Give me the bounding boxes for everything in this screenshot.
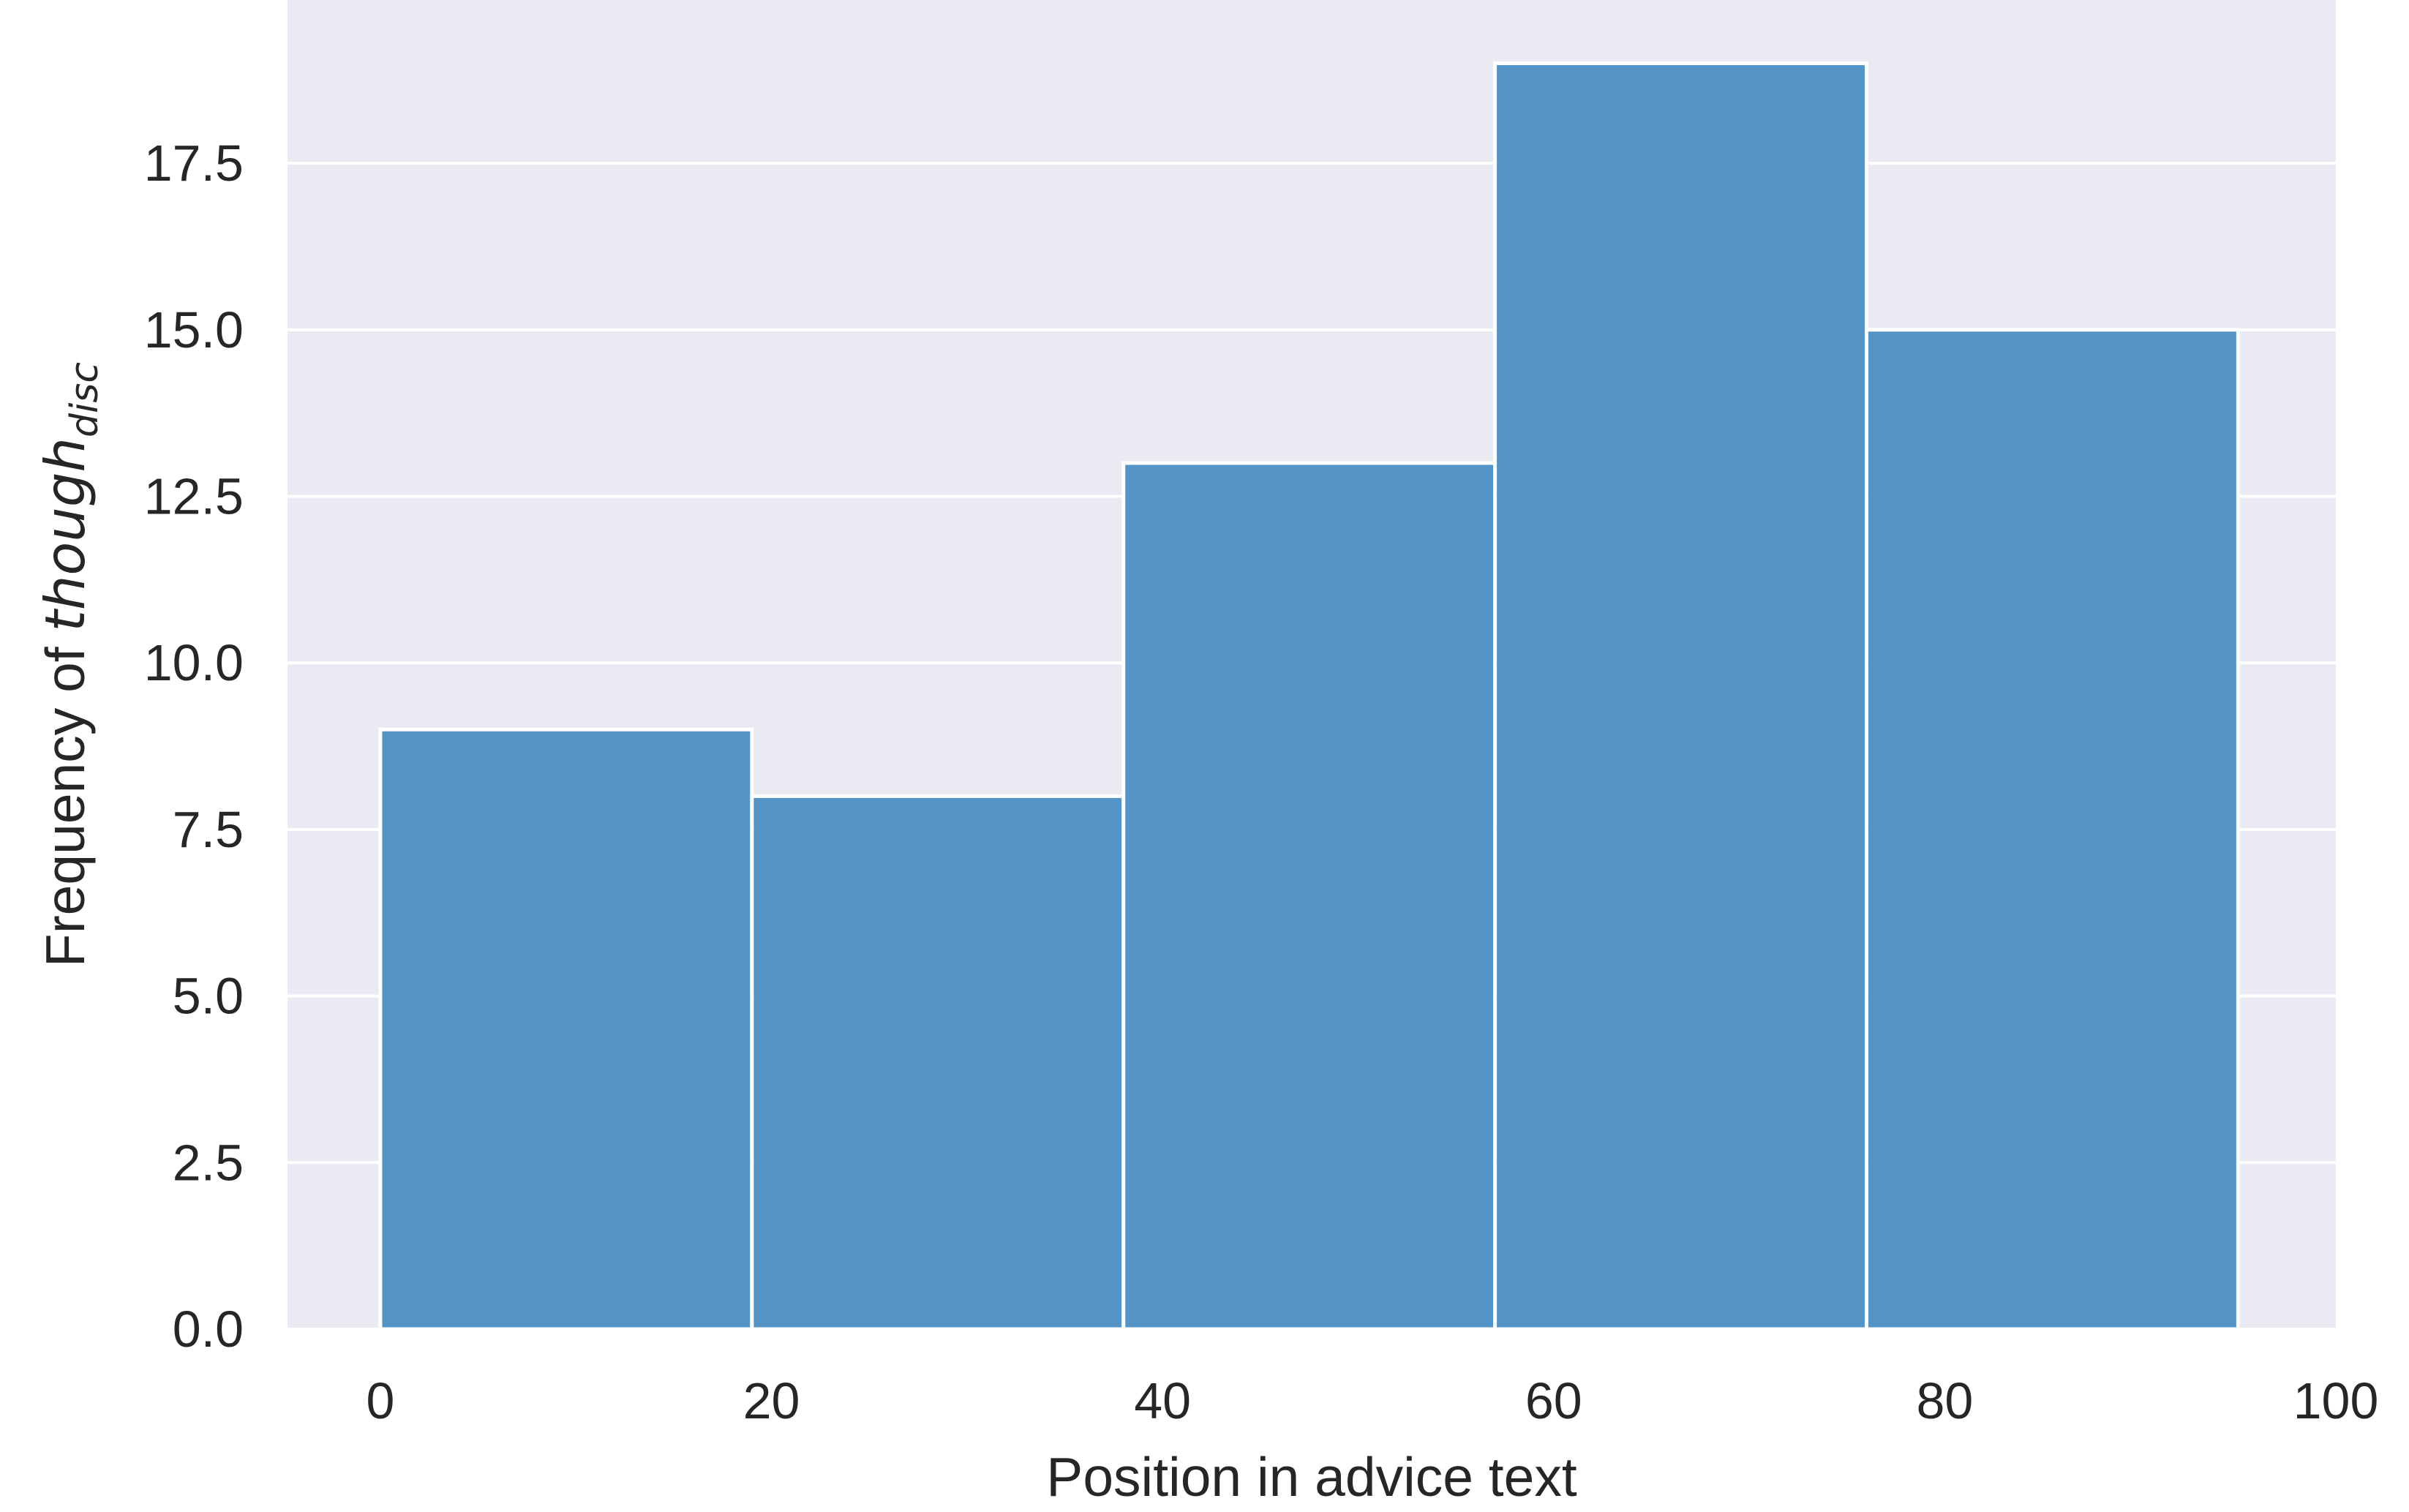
x-axis-label: Position in advice text <box>1046 1446 1577 1508</box>
y-axis-ticks: 0.0 2.5 5.0 7.5 10.0 12.5 15.0 17.5 <box>144 135 244 1358</box>
x-tick-label: 60 <box>1525 1372 1582 1429</box>
bars-group <box>378 61 2240 1331</box>
y-tick-label: 7.5 <box>173 801 244 858</box>
y-tick-label: 10.0 <box>144 634 244 691</box>
y-axis-label: Frequency of thoughdisc <box>33 362 107 967</box>
x-tick-label: 0 <box>367 1372 395 1429</box>
histogram-bar <box>1121 461 1497 1331</box>
y-tick-label: 0.0 <box>173 1301 244 1358</box>
histogram-bar <box>1864 328 2240 1331</box>
y-axis-label-prefix: Frequency of <box>34 632 96 968</box>
y-tick-label: 17.5 <box>144 135 244 192</box>
x-axis-ticks: 0 20 40 60 80 100 <box>367 1372 2379 1429</box>
y-tick-label: 12.5 <box>144 468 244 525</box>
y-axis-label-subscript: disc <box>63 362 107 437</box>
x-tick-label: 100 <box>2293 1372 2379 1429</box>
y-tick-label: 15.0 <box>144 301 244 358</box>
histogram-bar <box>750 794 1126 1331</box>
histogram-bar <box>1493 61 1868 1331</box>
y-tick-label: 5.0 <box>173 968 244 1025</box>
x-tick-label: 40 <box>1134 1372 1191 1429</box>
y-axis-label-symbol: though <box>33 437 97 632</box>
y-tick-label: 2.5 <box>173 1134 244 1191</box>
x-tick-label: 20 <box>743 1372 800 1429</box>
x-tick-label: 80 <box>1916 1372 1973 1429</box>
histogram-bar <box>378 727 754 1331</box>
